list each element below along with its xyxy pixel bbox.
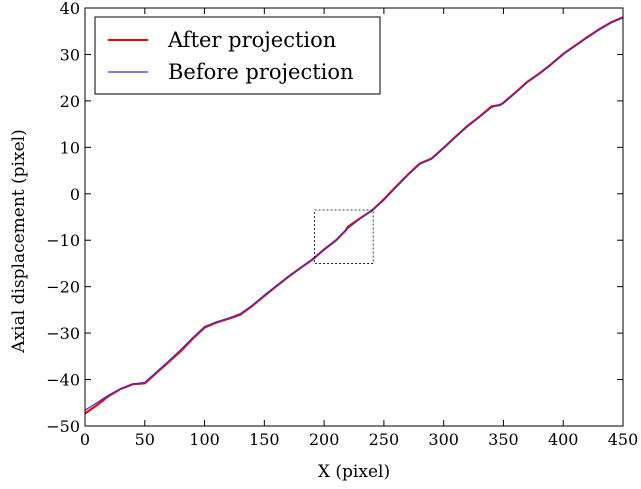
y-tick-label: 40 (60, 0, 80, 18)
x-tick-label: 0 (80, 430, 90, 449)
y-tick-label: 20 (60, 92, 80, 111)
y-axis-label: Axial displacement (pixel) (9, 129, 29, 353)
legend-label-before-projection: Before projection (168, 60, 354, 84)
y-tick-label: −10 (46, 231, 80, 250)
x-tick-label: 450 (608, 430, 639, 449)
x-tick-label: 300 (428, 430, 459, 449)
ticks-layer: 0 50 100 150 200 250 300 350 400 450−50−40−30−20−… (46, 0, 638, 449)
x-axis-label: X (pixel) (318, 462, 390, 482)
x-tick-label: 150 (249, 430, 280, 449)
x-tick-label: 350 (488, 430, 519, 449)
y-tick-label: 30 (60, 45, 80, 64)
x-tick-label: 200 (309, 430, 340, 449)
legend-box (94, 16, 381, 95)
series-line-before-projection (85, 17, 623, 411)
legend-label-after-projection: After projection (167, 28, 336, 52)
legend: After projection Before projection (94, 16, 381, 95)
y-tick-label: −50 (46, 417, 80, 436)
y-tick-label: −30 (46, 324, 80, 343)
y-tick-label: −20 (46, 278, 80, 297)
x-tick-label: 250 (369, 430, 400, 449)
axes-frame (84, 7, 624, 427)
series-layer (85, 16, 623, 415)
y-tick-label: 0 (70, 185, 80, 204)
y-tick-label: 10 (60, 138, 80, 157)
x-tick-label: 400 (548, 430, 579, 449)
annotation-layer (314, 209, 374, 264)
y-tick-label: −40 (46, 371, 80, 390)
zoom-region-box (314, 209, 374, 264)
x-tick-label: 100 (189, 430, 220, 449)
frame-layer (84, 7, 624, 427)
x-tick-label: 50 (135, 430, 155, 449)
